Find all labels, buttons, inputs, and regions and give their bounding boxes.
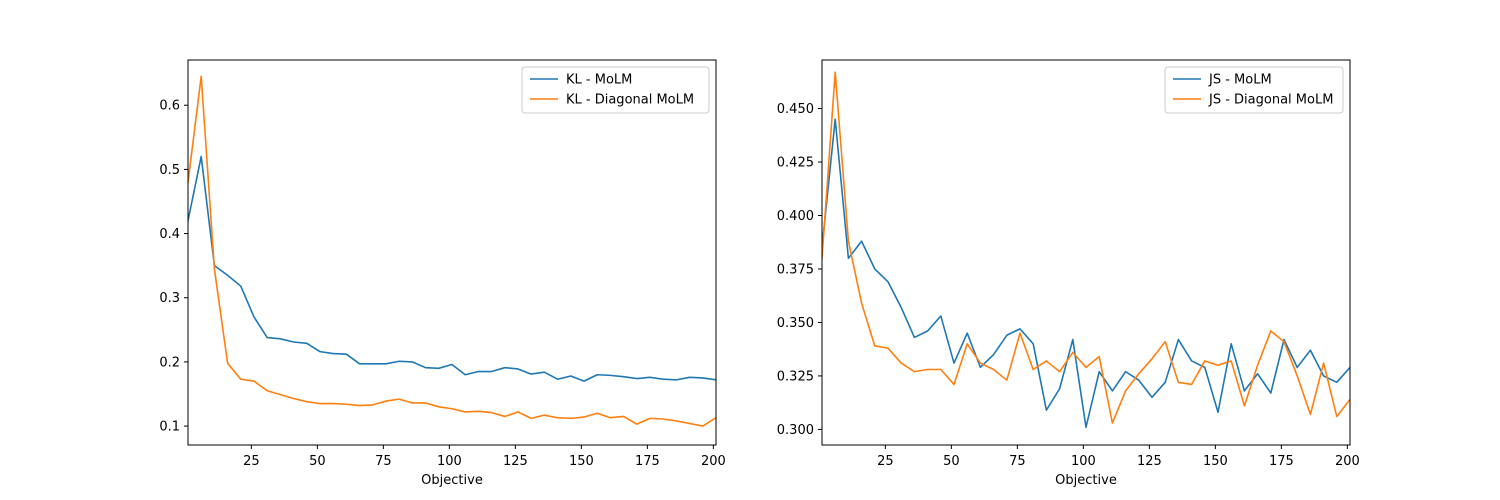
left-y-tick-label-0-1: 0.1	[159, 420, 180, 435]
right-series-line-js-diagonal-molm	[822, 71, 1350, 424]
right-series-layer	[822, 71, 1350, 429]
left-x-tick-label-25: 25	[243, 454, 260, 469]
right-x-tick-label-200: 200	[1335, 454, 1360, 469]
left-y-tick-label-0-3: 0.3	[159, 291, 180, 306]
left-x-tick-label-200: 200	[701, 454, 726, 469]
left-y-tick-label-0-2: 0.2	[159, 355, 180, 370]
right-x-axis-label: Objective	[1055, 473, 1117, 488]
right-y-tick-label-0-350: 0.350	[777, 316, 814, 331]
right-legend: JS - MoLM JS - Diagonal MoLM	[1164, 66, 1344, 114]
right-series-line-js-molm	[822, 118, 1350, 429]
left-legend: KL - MoLM KL - Diagonal MoLM	[521, 66, 710, 114]
left-x-tick-label-150: 150	[569, 454, 594, 469]
left-series-line-kl-molm	[188, 155, 716, 382]
left-plot: 0.1 0.2 0.3 0.4 0.5 0.6 25 50 75 100 125 150 175 200…	[159, 59, 726, 488]
left-y-tick-label-0-6: 0.6	[159, 99, 180, 114]
left-x-tick-label-100: 100	[437, 454, 462, 469]
right-plot: 0.300 0.325 0.350 0.375 0.400 0.425 0.450 25 50…	[777, 59, 1360, 488]
left-series-layer	[188, 75, 716, 427]
left-y-tick-label-0-4: 0.4	[159, 227, 180, 242]
right-x-tick-label-25: 25	[877, 454, 894, 469]
right-legend-label-js-molm: JS - MoLM	[1208, 73, 1272, 88]
right-x-tick-label-50: 50	[943, 454, 960, 469]
left-y-ticks: 0.1 0.2 0.3 0.4 0.5 0.6	[159, 99, 188, 435]
right-y-tick-label-0-325: 0.325	[777, 369, 814, 384]
right-x-tick-label-125: 125	[1137, 454, 1162, 469]
left-series-line-kl-diagonal-molm	[188, 75, 716, 427]
right-y-tick-label-0-300: 0.300	[777, 423, 814, 438]
left-x-tick-label-125: 125	[503, 454, 528, 469]
left-x-axis-label: Objective	[421, 473, 483, 488]
right-legend-box	[1164, 66, 1344, 114]
left-legend-label-kl-diagonal-molm: KL - Diagonal MoLM	[566, 93, 694, 108]
right-x-tick-label-75: 75	[1009, 454, 1026, 469]
right-y-tick-label-0-425: 0.425	[777, 156, 814, 171]
right-y-tick-label-0-400: 0.400	[777, 209, 814, 224]
left-x-tick-label-175: 175	[635, 454, 660, 469]
left-x-tick-label-75: 75	[375, 454, 392, 469]
right-y-tick-label-0-375: 0.375	[777, 262, 814, 277]
right-legend-label-js-diagonal-molm: JS - Diagonal MoLM	[1208, 93, 1333, 108]
left-legend-label-kl-molm: KL - MoLM	[566, 73, 632, 88]
right-x-tick-label-150: 150	[1203, 454, 1228, 469]
left-y-tick-label-0-5: 0.5	[159, 163, 180, 178]
left-x-ticks: 25 50 75 100 125 150 175 200	[243, 445, 726, 469]
right-y-tick-label-0-450: 0.450	[777, 102, 814, 117]
right-axes-frame	[821, 59, 1351, 446]
left-axes-frame	[187, 59, 717, 446]
right-x-ticks: 25 50 75 100 125 150 175 200	[877, 445, 1360, 469]
right-y-ticks: 0.300 0.325 0.350 0.375 0.400 0.425 0.450	[777, 102, 822, 438]
right-x-tick-label-175: 175	[1269, 454, 1294, 469]
right-x-tick-label-100: 100	[1071, 454, 1096, 469]
left-legend-box	[521, 66, 710, 114]
left-x-tick-label-50: 50	[309, 454, 326, 469]
